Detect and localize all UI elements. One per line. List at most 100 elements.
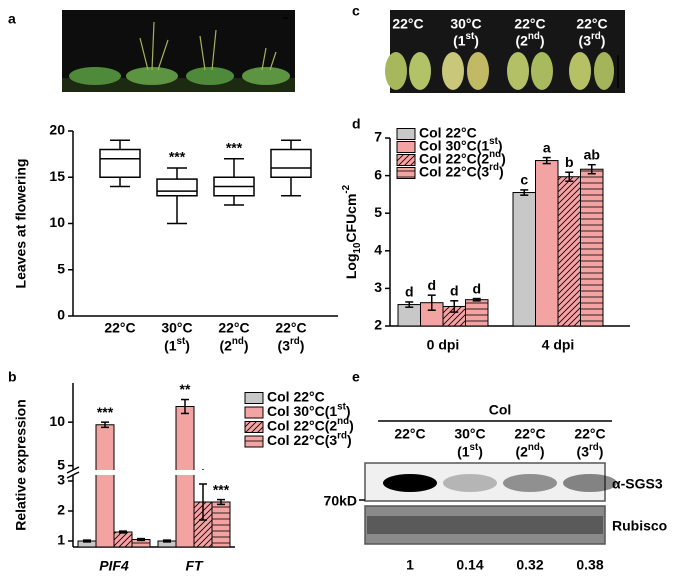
bar	[535, 160, 559, 327]
y-axis-label-part: CFUcm	[343, 194, 359, 243]
blot	[359, 462, 606, 545]
box	[156, 178, 198, 197]
y-tick-label: 2	[374, 317, 382, 333]
plant-photo	[62, 10, 295, 92]
y-tick-label: 3	[57, 472, 65, 488]
band	[443, 474, 497, 492]
significance: d	[405, 284, 414, 300]
photo-label: 22°C	[514, 16, 545, 32]
y-tick-label: 15	[49, 168, 65, 184]
legend-swatch	[396, 141, 416, 153]
legend-label: Col 22°C(2nd)	[267, 416, 354, 434]
legend-swatch	[244, 406, 264, 419]
marker-label: 70kD	[324, 493, 357, 509]
x-tick-label: 22°C	[218, 320, 249, 336]
x-tick-label: 22°C	[104, 320, 135, 336]
panel-letter: e	[352, 369, 360, 385]
x-tick-label: 22°C	[574, 426, 605, 442]
y-tick-label: 0	[57, 307, 65, 323]
row-label: α-SGS3	[612, 476, 663, 492]
x-tick-label: (3rd)	[278, 336, 305, 354]
band	[383, 474, 437, 492]
significance: a	[543, 139, 551, 155]
legend-label: Col 22°C	[267, 389, 325, 405]
legend-swatch	[244, 421, 264, 433]
panel-letter: c	[352, 3, 360, 19]
y-tick-label: 2	[57, 502, 65, 518]
y-tick-label: 6	[374, 166, 382, 182]
y-axis-label: Relative expression	[13, 399, 29, 531]
y-tick-label: 20	[49, 122, 65, 138]
significance: c	[520, 172, 528, 188]
y-axis-label: Log10CFUcm-2	[341, 184, 363, 279]
x-tick-label: PIF4	[99, 558, 129, 574]
y-tick-label: 4	[374, 242, 382, 258]
significance: d	[427, 277, 436, 293]
legend-label: Col 22°C	[419, 125, 477, 141]
axis-break-mark	[66, 471, 80, 479]
legend-swatch	[244, 435, 264, 448]
bar	[512, 192, 536, 327]
x-tick-label: 22°C	[394, 426, 425, 442]
row-label: Rubisco	[612, 518, 667, 534]
legend-swatch	[396, 167, 416, 179]
y-tick-label: 3	[374, 279, 382, 295]
y-tick-label: 10	[49, 214, 65, 230]
panel-letter: a	[8, 11, 16, 27]
significance: ***	[97, 404, 114, 420]
legend-swatch	[244, 392, 264, 404]
legend-label: Col 22°C(3rd)	[267, 431, 352, 449]
band-value: 1	[406, 557, 414, 573]
photo-label: 22°C	[392, 16, 423, 32]
x-tick-label: 30°C	[161, 320, 192, 336]
group-label: Col	[489, 402, 512, 418]
significance: **	[180, 381, 191, 397]
band	[563, 474, 617, 492]
significance: ***	[213, 481, 230, 497]
x-tick-label: 30°C	[454, 426, 485, 442]
y-tick-label: 10	[49, 413, 65, 429]
x-tick-label: 0 dpi	[427, 337, 460, 353]
y-tick-label: 5	[374, 204, 382, 220]
bar	[95, 424, 115, 548]
x-tick-label: 4 dpi	[542, 337, 575, 353]
box	[270, 148, 312, 178]
bar	[580, 168, 604, 327]
y-axis-label: Leaves at flowering	[13, 159, 29, 289]
legend-label: Col 22°C(2nd)	[419, 149, 506, 167]
band	[503, 474, 557, 492]
legend-label: Col 30°C(1st)	[419, 136, 503, 154]
bar	[211, 501, 231, 548]
band-value: 0.14	[456, 557, 483, 573]
x-tick-label: (1st)	[457, 442, 483, 460]
axis-break	[65, 470, 235, 475]
band-value: 0.32	[516, 557, 543, 573]
x-tick-label: (1st)	[164, 336, 190, 354]
legend-swatch	[396, 154, 416, 166]
y-axis-label-part: Log	[343, 253, 359, 279]
bar	[113, 531, 133, 548]
leaf-photo	[385, 10, 625, 93]
band-value: 0.38	[576, 557, 603, 573]
significance: ***	[169, 149, 186, 165]
panel-letter: d	[352, 116, 361, 132]
y-tick-label: 5	[57, 456, 65, 472]
legend-label: Col 30°C(1st)	[267, 402, 351, 420]
bar	[465, 299, 489, 327]
legend-label: Col 22°C(3rd)	[419, 162, 504, 180]
significance: ab	[584, 146, 600, 162]
y-tick-label: 5	[57, 260, 65, 276]
x-tick-label: 22°C	[514, 426, 545, 442]
significance: d	[472, 280, 481, 296]
photo-label: 22°C	[576, 16, 607, 32]
panel-letter: b	[8, 369, 17, 385]
significance: d	[450, 283, 459, 299]
y-tick-label: 7	[374, 129, 382, 145]
legend-swatch	[396, 128, 416, 140]
bar	[175, 405, 195, 548]
y-axis-label-part: -2	[341, 184, 352, 193]
x-tick-label: (3rd)	[577, 442, 604, 460]
y-axis-label-part: 10	[352, 242, 363, 253]
